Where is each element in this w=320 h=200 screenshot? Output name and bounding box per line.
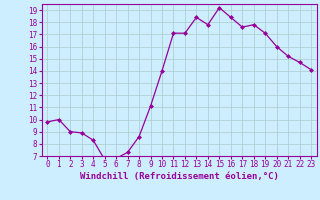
X-axis label: Windchill (Refroidissement éolien,°C): Windchill (Refroidissement éolien,°C) (80, 172, 279, 181)
